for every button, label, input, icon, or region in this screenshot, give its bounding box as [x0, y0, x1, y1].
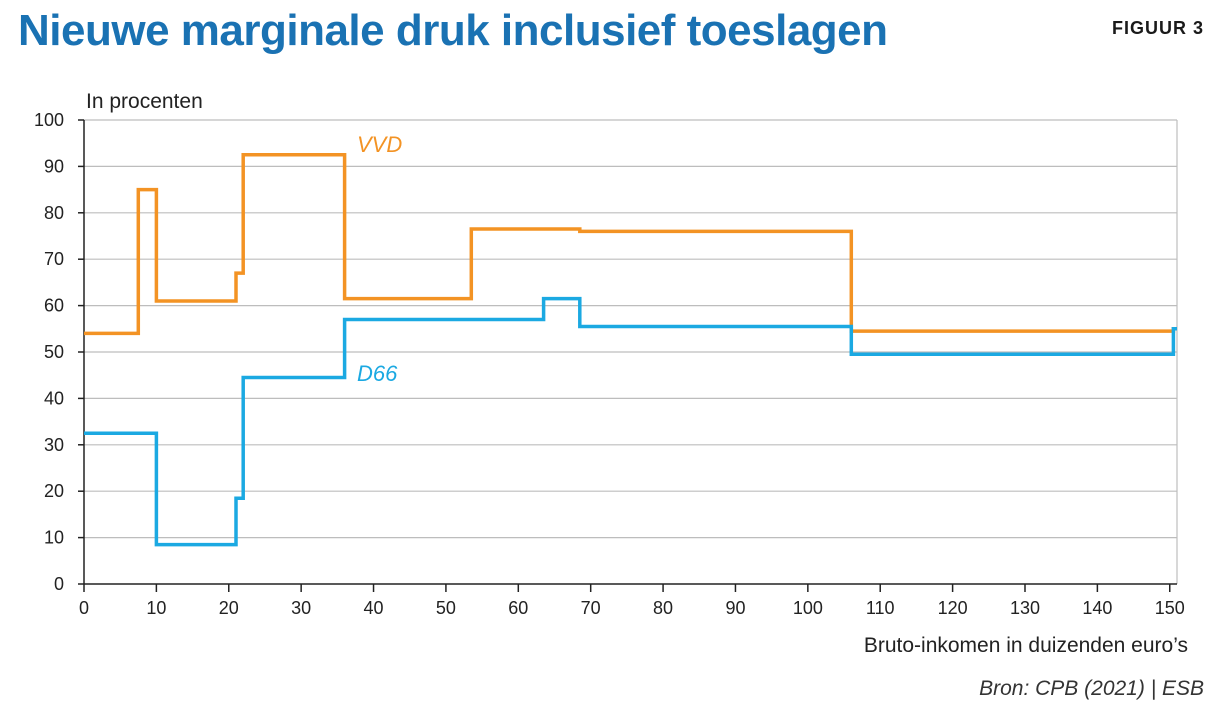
x-tick-labels: 0 10 20 30 40 50 60 70 80 90 100 110 120 130 140 150	[79, 584, 1185, 618]
y-tick-label-30: 30	[44, 435, 64, 455]
y-tick-label-20: 20	[44, 481, 64, 501]
x-axis-label: Bruto-inkomen in duizenden euro’s	[864, 634, 1188, 657]
x-tick-label-20: 20	[219, 598, 239, 618]
x-tick-label-0: 0	[79, 598, 89, 618]
y-axis-label: In procenten	[86, 90, 203, 113]
x-tick-label-120: 120	[938, 598, 968, 618]
x-tick-label-90: 90	[725, 598, 745, 618]
x-tick-label-140: 140	[1082, 598, 1112, 618]
y-tick-label-40: 40	[44, 388, 64, 408]
chart-title: Nieuwe marginale druk inclusief toeslage…	[18, 6, 888, 55]
y-tick-label-80: 80	[44, 203, 64, 223]
x-tick-label-30: 30	[291, 598, 311, 618]
y-tick-labels: 0 10 20 30 40 50 60 70 80 90 100	[34, 110, 84, 594]
grid-lines	[84, 119, 1178, 584]
y-tick-label-50: 50	[44, 342, 64, 362]
y-tick-label-60: 60	[44, 296, 64, 316]
y-tick-label-100: 100	[34, 110, 64, 130]
y-tick-label-90: 90	[44, 156, 64, 176]
x-tick-label-130: 130	[1010, 598, 1040, 618]
x-tick-label-10: 10	[146, 598, 166, 618]
x-tick-label-150: 150	[1155, 598, 1185, 618]
x-tick-label-100: 100	[793, 598, 823, 618]
series-line-vvd	[84, 153, 1177, 336]
y-tick-label-0: 0	[54, 574, 64, 594]
x-tick-label-60: 60	[508, 598, 528, 618]
x-tick-label-110: 110	[866, 598, 895, 618]
x-tick-label-40: 40	[364, 598, 384, 618]
series-line-d66	[84, 296, 1177, 547]
x-tick-label-50: 50	[436, 598, 456, 618]
series-label-d66: D66	[357, 361, 398, 386]
x-tick-label-70: 70	[581, 598, 601, 618]
series-label-vvd: VVD	[357, 132, 402, 157]
y-tick-label-10: 10	[44, 528, 64, 548]
source-note: Bron: CPB (2021) | ESB	[979, 677, 1204, 700]
y-tick-label-70: 70	[44, 249, 64, 269]
series-lines	[84, 153, 1177, 547]
figure-label: FIGUUR 3	[1111, 18, 1204, 38]
x-tick-label-80: 80	[653, 598, 673, 618]
